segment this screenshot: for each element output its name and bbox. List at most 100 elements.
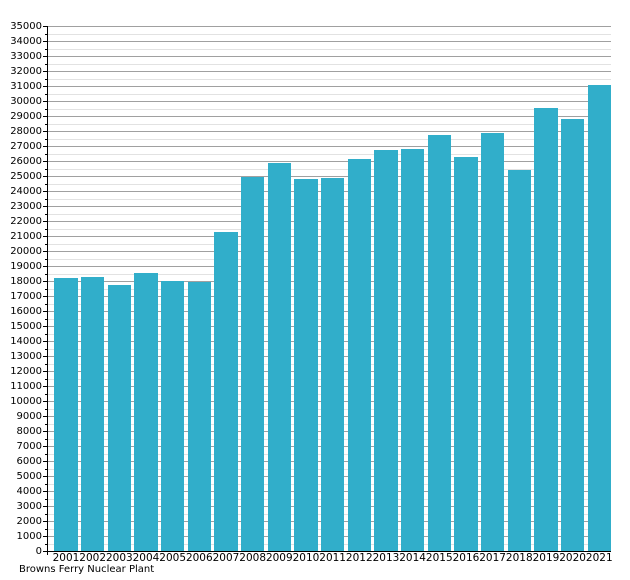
x-tick-label-2013: 2013 — [372, 552, 400, 564]
y-tick-label: 6000 — [16, 455, 42, 467]
y-minor-tick — [45, 138, 48, 140]
bar-2001 — [54, 278, 78, 551]
y-tick-label: 32000 — [10, 65, 42, 77]
y-major-tick — [43, 341, 48, 342]
y-major-tick — [43, 131, 48, 132]
bar-2019 — [534, 107, 558, 551]
y-major-gridline — [48, 146, 611, 147]
y-minor-tick — [45, 378, 48, 380]
x-tick-label-2014: 2014 — [399, 552, 426, 564]
y-major-tick — [43, 431, 48, 432]
y-minor-tick — [45, 33, 48, 35]
y-tick-label: 18000 — [10, 275, 42, 287]
y-tick-label: 3000 — [16, 500, 42, 512]
x-tick-label-2015: 2015 — [425, 552, 453, 564]
y-major-tick — [43, 266, 48, 267]
y-minor-tick — [45, 333, 48, 335]
bar-2020 — [560, 119, 585, 551]
y-major-tick — [43, 326, 48, 327]
y-major-gridline — [48, 161, 611, 162]
y-major-tick — [43, 161, 48, 162]
bar-2013 — [374, 149, 398, 551]
x-tick-label-2017: 2017 — [479, 552, 506, 564]
y-major-gridline — [48, 71, 611, 72]
bar-2012 — [347, 158, 371, 551]
y-major-tick — [43, 86, 48, 87]
x-axis-title: Browns Ferry Nuclear Plant — [19, 564, 155, 575]
y-major-tick — [43, 296, 48, 297]
y-tick-label: 21000 — [10, 230, 42, 242]
y-major-tick — [43, 101, 48, 102]
y-major-gridline — [48, 131, 611, 132]
y-tick-label: 1000 — [16, 530, 42, 542]
y-minor-tick — [45, 198, 48, 200]
y-minor-tick — [45, 513, 48, 515]
x-tick-label-2010: 2010 — [292, 552, 320, 564]
y-minor-tick — [45, 123, 48, 125]
y-major-tick — [43, 506, 48, 507]
bar-2002 — [81, 276, 105, 551]
x-tick-label-2006: 2006 — [185, 552, 213, 564]
y-major-tick — [43, 251, 48, 252]
y-tick-label: 24000 — [10, 185, 42, 197]
y-tick-label: 26000 — [10, 155, 42, 167]
y-major-tick — [43, 401, 48, 402]
y-tick-label: 17000 — [10, 290, 42, 302]
y-major-tick — [43, 356, 48, 357]
x-tick-label-2020: 2020 — [559, 552, 586, 564]
y-major-tick — [43, 236, 48, 237]
x-tick-label-2019: 2019 — [532, 552, 560, 564]
y-minor-tick — [45, 363, 48, 365]
y-tick-label: 0 — [35, 545, 42, 557]
y-tick-label: 35000 — [10, 20, 42, 32]
y-minor-gridline — [48, 168, 611, 170]
y-major-gridline — [48, 116, 611, 117]
y-major-tick — [43, 146, 48, 147]
x-tick-label-2009: 2009 — [265, 552, 293, 564]
y-major-tick — [43, 461, 48, 462]
y-tick-label: 5000 — [16, 470, 42, 482]
y-minor-tick — [45, 258, 48, 260]
y-minor-tick — [45, 108, 48, 110]
bar-2010 — [294, 179, 318, 551]
y-minor-gridline — [48, 108, 611, 110]
y-major-gridline — [48, 41, 611, 42]
y-minor-tick — [45, 408, 48, 410]
y-minor-gridline — [48, 138, 611, 140]
y-tick-label: 15000 — [10, 320, 42, 332]
y-minor-tick — [45, 543, 48, 545]
y-minor-tick — [45, 528, 48, 530]
x-tick-label-2001: 2001 — [52, 552, 80, 564]
y-minor-tick — [45, 63, 48, 65]
y-tick-label: 7000 — [16, 440, 42, 452]
y-minor-tick — [45, 303, 48, 305]
y-minor-gridline — [48, 123, 611, 125]
y-major-tick — [43, 491, 48, 492]
bar-2005 — [161, 280, 185, 551]
y-tick-label: 9000 — [16, 410, 42, 422]
y-tick-label: 16000 — [10, 305, 42, 317]
y-minor-tick — [45, 168, 48, 170]
x-tick-label-2002: 2002 — [79, 552, 107, 564]
x-tick-label-2018: 2018 — [505, 552, 533, 564]
y-tick-label: 20000 — [10, 245, 42, 257]
y-major-tick — [43, 206, 48, 207]
y-tick-label: 33000 — [10, 50, 42, 62]
y-tick-label: 29000 — [10, 110, 42, 122]
y-major-tick — [43, 416, 48, 417]
y-minor-tick — [45, 483, 48, 485]
x-tick-label-2016: 2016 — [452, 552, 480, 564]
y-tick-label: 12000 — [10, 365, 42, 377]
y-minor-tick — [45, 48, 48, 50]
y-tick-label: 10000 — [10, 395, 42, 407]
x-tick-label-2011: 2011 — [319, 552, 346, 564]
y-minor-gridline — [48, 153, 611, 155]
bar-2011 — [321, 177, 345, 551]
y-major-tick — [43, 536, 48, 537]
y-minor-tick — [45, 498, 48, 500]
x-tick-label-2021: 2021 — [585, 552, 613, 564]
y-minor-tick — [45, 468, 48, 470]
y-major-gridline — [48, 56, 611, 57]
bar-2017 — [480, 132, 505, 551]
